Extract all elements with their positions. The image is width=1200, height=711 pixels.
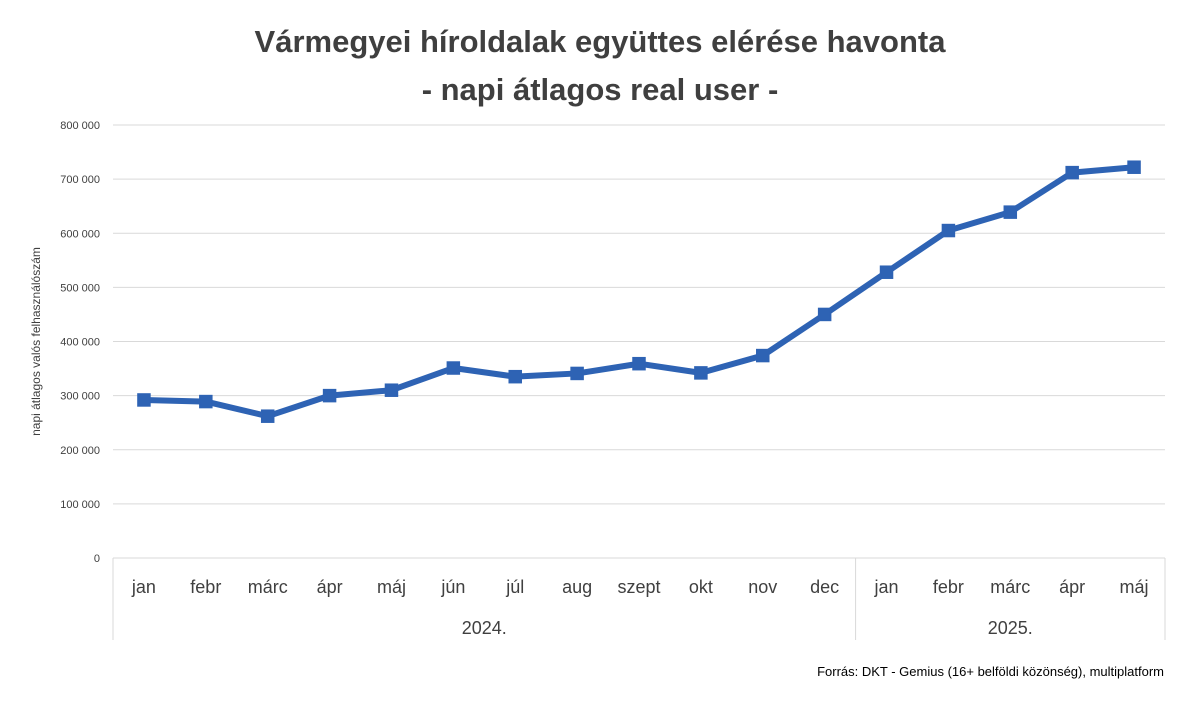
y-tick-label: 600 000 xyxy=(60,228,100,240)
data-point xyxy=(384,383,399,397)
x-tick-label: jan xyxy=(131,577,156,597)
data-point xyxy=(260,409,275,423)
y-tick-label: 700 000 xyxy=(60,174,100,186)
x-tick-label: jún xyxy=(440,577,465,597)
x-tick-label: nov xyxy=(748,577,777,597)
x-tick-label: szept xyxy=(617,577,660,597)
x-tick-label: júl xyxy=(505,577,524,597)
y-tick-label: 300 000 xyxy=(60,391,100,403)
x-tick-label: okt xyxy=(689,577,713,597)
data-point xyxy=(570,366,584,381)
y-tick-label: 0 xyxy=(94,553,100,565)
data-point xyxy=(508,369,522,384)
data-point xyxy=(137,393,151,407)
data-point xyxy=(1127,160,1141,174)
chart-title-line-1: Vármegyei híroldalak együttes elérése ha… xyxy=(254,24,946,59)
y-tick-label: 200 000 xyxy=(60,445,100,457)
x-group-label: 2025. xyxy=(988,618,1033,638)
source-note: Forrás: DKT - Gemius (16+ belföldi közön… xyxy=(817,664,1164,679)
data-point xyxy=(199,394,213,409)
y-tick-label: 400 000 xyxy=(60,337,100,349)
data-point xyxy=(1003,205,1018,219)
data-point xyxy=(694,366,708,380)
x-tick-label: aug xyxy=(562,577,592,597)
x-tick-label: márc xyxy=(990,577,1030,597)
data-point xyxy=(756,348,770,363)
x-tick-label: máj xyxy=(1120,577,1149,597)
x-tick-label: jan xyxy=(874,577,899,597)
data-point xyxy=(1065,165,1079,180)
y-tick-label: 500 000 xyxy=(60,282,100,294)
y-tick-label: 100 000 xyxy=(60,499,100,511)
x-tick-label: ápr xyxy=(317,577,343,597)
y-axis-title: napi átlagos valós felhasználószám xyxy=(29,247,43,436)
y-tick-label: 800 000 xyxy=(60,120,100,132)
data-point xyxy=(632,356,646,371)
chart-title-line-2: - napi átlagos real user - xyxy=(421,72,779,107)
x-tick-label: febr xyxy=(190,577,221,597)
x-tick-label: dec xyxy=(810,577,839,597)
series-line xyxy=(140,164,1138,420)
x-tick-label: ápr xyxy=(1059,577,1085,597)
data-point xyxy=(322,388,337,403)
data-point xyxy=(817,307,832,322)
data-point xyxy=(941,223,956,238)
data-point xyxy=(879,265,894,279)
x-tick-label: febr xyxy=(933,577,964,597)
data-point xyxy=(446,361,461,375)
x-group-label: 2024. xyxy=(462,618,507,638)
x-tick-label: máj xyxy=(377,577,406,597)
x-tick-label: márc xyxy=(248,577,288,597)
